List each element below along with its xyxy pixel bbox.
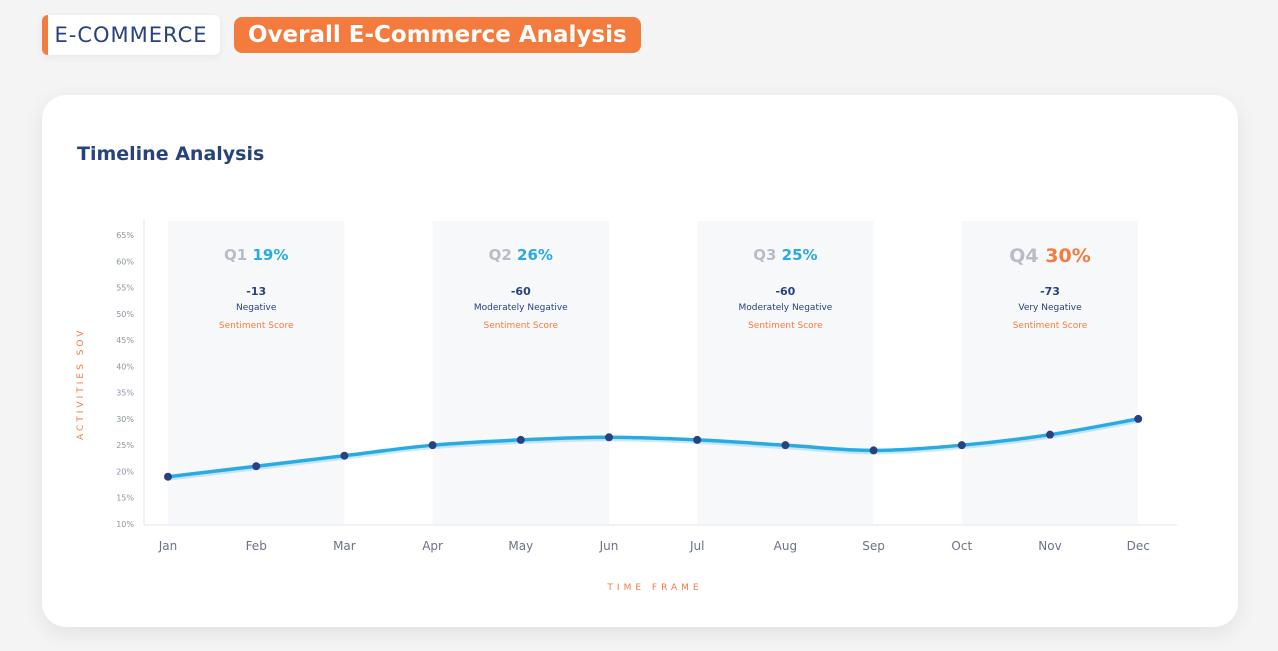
y-tick-label: 35% — [116, 389, 134, 398]
series-line-shadow — [166, 418, 1141, 481]
y-axis-label: ACTIVITIES SOV — [76, 327, 86, 440]
y-tick-label: 50% — [116, 310, 134, 319]
quarter-caption: Sentiment Score — [484, 321, 559, 331]
y-tick-label: 20% — [116, 467, 134, 476]
y-tick-label: 30% — [116, 415, 134, 424]
quarter-heading: Q3 25% — [753, 246, 817, 264]
quarter-heading: Q4 30% — [1009, 245, 1090, 267]
quarter-caption: Sentiment Score — [219, 321, 294, 331]
quarter-heading: Q1 19% — [224, 246, 288, 264]
quarter-caption: Sentiment Score — [748, 321, 823, 331]
x-tick-label: Aug — [774, 539, 797, 553]
header: E-COMMERCE Overall E-Commerce Analysis — [42, 15, 641, 55]
x-tick-label: Oct — [951, 539, 972, 553]
quarter-score: -60 — [775, 285, 795, 298]
data-point — [516, 435, 525, 444]
y-tick-label: 60% — [116, 257, 134, 266]
x-axis-label: TIME FRAME — [607, 583, 703, 593]
data-point — [693, 435, 702, 444]
y-tick-label: 25% — [116, 441, 134, 450]
data-point — [340, 451, 349, 460]
quarter-caption: Sentiment Score — [1013, 321, 1088, 331]
quarter-score: -13 — [246, 285, 266, 298]
chart-title: Timeline Analysis — [77, 143, 265, 165]
data-point — [605, 433, 613, 442]
y-tick-label: 55% — [116, 284, 134, 293]
section-tag: E-COMMERCE — [42, 15, 220, 55]
x-tick-label: Nov — [1038, 539, 1061, 553]
quarter-score: -73 — [1040, 285, 1060, 298]
x-tick-label: May — [508, 539, 533, 553]
data-point — [781, 441, 790, 450]
timeline-card: Timeline Analysis 10% 15% 20% 25% 30% 35% 40% 4… — [42, 95, 1238, 627]
series-line — [166, 417, 1140, 479]
quarter-sentiment: Very Negative — [1018, 303, 1082, 313]
quarter-sentiment: Moderately Negative — [474, 303, 568, 313]
x-tick-label: Sep — [862, 539, 885, 553]
x-tick-label: Feb — [246, 539, 267, 553]
x-tick-label: Jun — [599, 539, 619, 553]
y-tick-label: 65% — [116, 231, 134, 240]
data-point — [428, 441, 437, 450]
x-tick-label: Jul — [689, 539, 704, 553]
page-title: Overall E-Commerce Analysis — [234, 17, 641, 53]
timeline-chart: 10% 15% 20% 25% 30% 35% 40% 45% 50% 55% 60% 65% Jan F… — [116, 219, 1177, 553]
y-tick-label: 15% — [116, 494, 134, 503]
x-tick-label: Mar — [333, 539, 356, 553]
data-point — [164, 472, 172, 481]
x-tick-label: Jan — [158, 539, 178, 553]
data-point — [1134, 414, 1143, 423]
quarter-band — [168, 221, 345, 525]
data-point — [957, 441, 966, 450]
quarter-sentiment: Negative — [236, 303, 277, 313]
quarter-band — [432, 221, 609, 525]
quarter-score: -60 — [511, 285, 531, 298]
x-tick-label: Dec — [1127, 539, 1150, 553]
x-tick-label: Apr — [422, 539, 443, 553]
data-point — [869, 446, 878, 455]
quarter-band — [961, 221, 1139, 525]
quarter-sentiment: Moderately Negative — [738, 303, 832, 313]
data-point — [252, 462, 261, 471]
data-point — [1046, 430, 1054, 439]
y-tick-label: 40% — [116, 362, 134, 371]
y-tick-label: 10% — [116, 520, 134, 529]
quarter-band — [697, 221, 874, 525]
quarter-heading: Q2 26% — [489, 246, 553, 264]
y-tick-label: 45% — [116, 336, 134, 345]
